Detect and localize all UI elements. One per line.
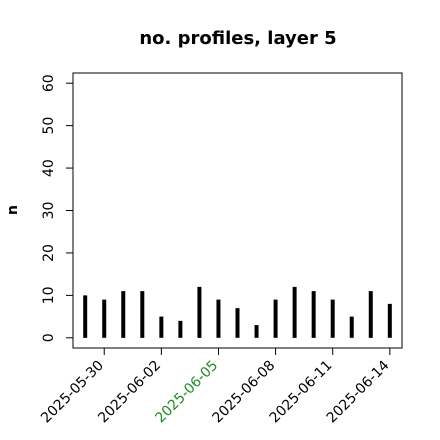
y-tick-label: 30 (41, 202, 57, 220)
y-tick-label: 0 (41, 333, 57, 342)
y-axis-label: n (5, 205, 21, 215)
y-tick-label: 60 (41, 74, 57, 92)
chart-title: no. profiles, layer 5 (139, 28, 336, 49)
y-tick-label: 10 (41, 286, 57, 304)
y-tick-label: 50 (41, 117, 57, 135)
y-tick-label: 40 (41, 159, 57, 177)
y-tick-label: 20 (41, 244, 57, 262)
